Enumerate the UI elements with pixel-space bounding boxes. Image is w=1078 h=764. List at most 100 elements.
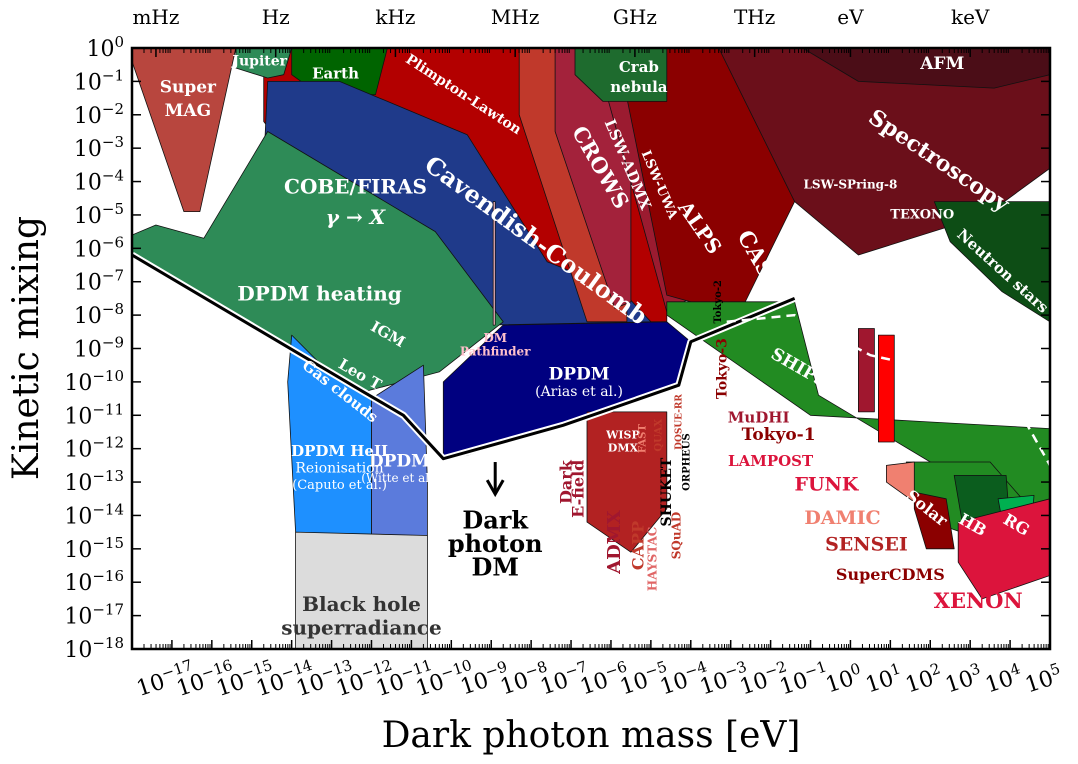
x-axis-title: Dark photon mass [eV] <box>382 715 801 756</box>
label-wisp: WISP <box>605 428 640 441</box>
label-lsw-spring-8: LSW-SPring-8 <box>803 177 897 191</box>
y-axis-title: Kinetic mixing <box>6 216 47 480</box>
label-dark: Dark <box>462 506 529 535</box>
label-dpdm: DPDM <box>369 452 430 472</box>
label-tokyo-1: Tokyo-1 <box>742 425 816 445</box>
label-earth: Earth <box>312 65 359 83</box>
label-e-field: E-field <box>569 460 588 518</box>
label-cobe-firas: COBE/FIRAS <box>284 175 427 199</box>
x-tick-label: 100 <box>821 659 866 698</box>
label-quax: QUAX <box>653 419 664 452</box>
label-dpdm: DPDM <box>548 365 609 385</box>
region-haloscopes <box>586 411 668 553</box>
label-orpheus: ORPHEUS <box>681 433 692 491</box>
label-reionisation: Reionisation <box>295 461 383 477</box>
y-tick-label: 10−10 <box>64 367 124 396</box>
label-nebula: nebula <box>610 78 668 96</box>
region-mudhi <box>858 328 875 413</box>
region-jupiter <box>235 48 293 79</box>
label-x: γ → X <box>326 205 387 229</box>
top-axis-label: mHz <box>132 5 179 29</box>
label-afm: AFM <box>919 54 964 74</box>
label-dosue-rr: DOSUE-RR <box>674 394 684 450</box>
top-axis-label: eV <box>837 5 864 29</box>
top-axis-label: keV <box>951 5 990 29</box>
y-tick-label: 10−3 <box>74 133 124 162</box>
region-tokyo-1 <box>878 334 895 443</box>
y-tick-label: 10−2 <box>74 100 124 129</box>
region-afm <box>802 48 1050 89</box>
y-tick-label: 10−1 <box>74 66 124 95</box>
y-tick-label: 10−4 <box>74 167 124 196</box>
label-capp: CAPP <box>628 521 647 570</box>
y-tick-label: 10−9 <box>74 334 124 363</box>
y-tick-label: 10−13 <box>64 467 124 496</box>
y-tick-label: 10−14 <box>64 500 124 529</box>
label-sensei: SENSEI <box>825 533 908 555</box>
y-tick-label: 10−11 <box>64 400 124 429</box>
label-texono: TEXONO <box>890 207 954 222</box>
y-tick-label: 10−17 <box>64 601 124 630</box>
x-tick-label: 101 <box>861 659 906 698</box>
dashed-projection-line <box>726 313 1050 467</box>
y-tick-label: 10−18 <box>64 634 124 663</box>
y-tick-label: 10−7 <box>74 267 124 296</box>
label-squad: SQuAD <box>669 512 683 560</box>
label-jupiter: Jupiter <box>230 53 287 69</box>
label-crab: Crab <box>619 58 659 76</box>
top-axis-label: Hz <box>262 5 290 29</box>
label-mudhi: MuDHI <box>728 409 790 427</box>
region-crab-nebula <box>574 48 668 102</box>
label-dm: DM <box>483 331 507 345</box>
label-dark: Dark <box>557 459 576 504</box>
label-dm: DM <box>472 552 519 581</box>
label-tokyo-2: Tokyo-2 <box>713 280 724 324</box>
top-axis-label: kHz <box>375 5 415 29</box>
label-super: Super <box>160 78 217 98</box>
region-xenon <box>957 498 1050 600</box>
region-black-hole-superradiance <box>295 531 428 649</box>
label-dmx: DMX <box>608 442 639 455</box>
label-haystac: HAYSTAC <box>645 527 659 591</box>
label-lampost: LAMPOST <box>728 452 814 470</box>
label-dpdm-heii: DPDM HeII <box>291 442 388 460</box>
label-supercdms: SuperCDMS <box>836 565 945 584</box>
x-tick-label: 105 <box>1021 659 1066 698</box>
region-dm-pathfinder <box>492 201 496 326</box>
label-dpdm-heating: DPDM heating <box>237 282 401 306</box>
label-admx: ADMX <box>604 510 625 575</box>
region-damic <box>886 461 915 503</box>
top-axis-label: THz <box>734 5 775 29</box>
label-funk: FUNK <box>795 473 860 495</box>
y-tick-label: 10−16 <box>64 567 124 596</box>
exclusion-regions <box>132 48 1050 649</box>
x-tick-label: 103 <box>941 659 986 698</box>
label-caputo-et-al: (Caputo et al.) <box>292 478 387 493</box>
dm-arrow-head <box>485 479 505 498</box>
label-photon: photon <box>448 529 543 558</box>
label-witte-et-al: (Witte et al.) <box>361 471 437 485</box>
label-shuket: SHUKET <box>659 457 675 526</box>
x-tick-label: 104 <box>981 659 1026 698</box>
label-arias-et-al: (Arias et al.) <box>535 384 623 400</box>
label-damic: DAMIC <box>804 507 880 529</box>
y-tick-label: 10−15 <box>64 534 124 563</box>
y-tick-label: 10−5 <box>74 200 124 229</box>
label-xenon: XENON <box>934 588 1023 613</box>
y-tick-label: 100 <box>86 33 124 62</box>
dark-photon-dm-boundary <box>132 253 796 461</box>
y-tick-label: 10−12 <box>64 434 124 463</box>
region-sensei <box>913 491 955 550</box>
top-axis-label: MHz <box>491 5 539 29</box>
label-fast: FAST <box>637 424 648 453</box>
x-tick-label: 102 <box>901 659 946 698</box>
boundary-overlays <box>132 251 1050 467</box>
label-superradiance: superradiance <box>281 615 442 639</box>
region-dpdm-witte-et-al <box>371 364 428 543</box>
label-tokyo-3: Tokyo-3 <box>715 338 731 399</box>
top-axis-label: GHz <box>613 5 657 29</box>
label-pathfinder: Pathfinder <box>460 344 531 358</box>
label-mag: MAG <box>165 101 212 121</box>
y-tick-label: 10−6 <box>74 233 124 262</box>
